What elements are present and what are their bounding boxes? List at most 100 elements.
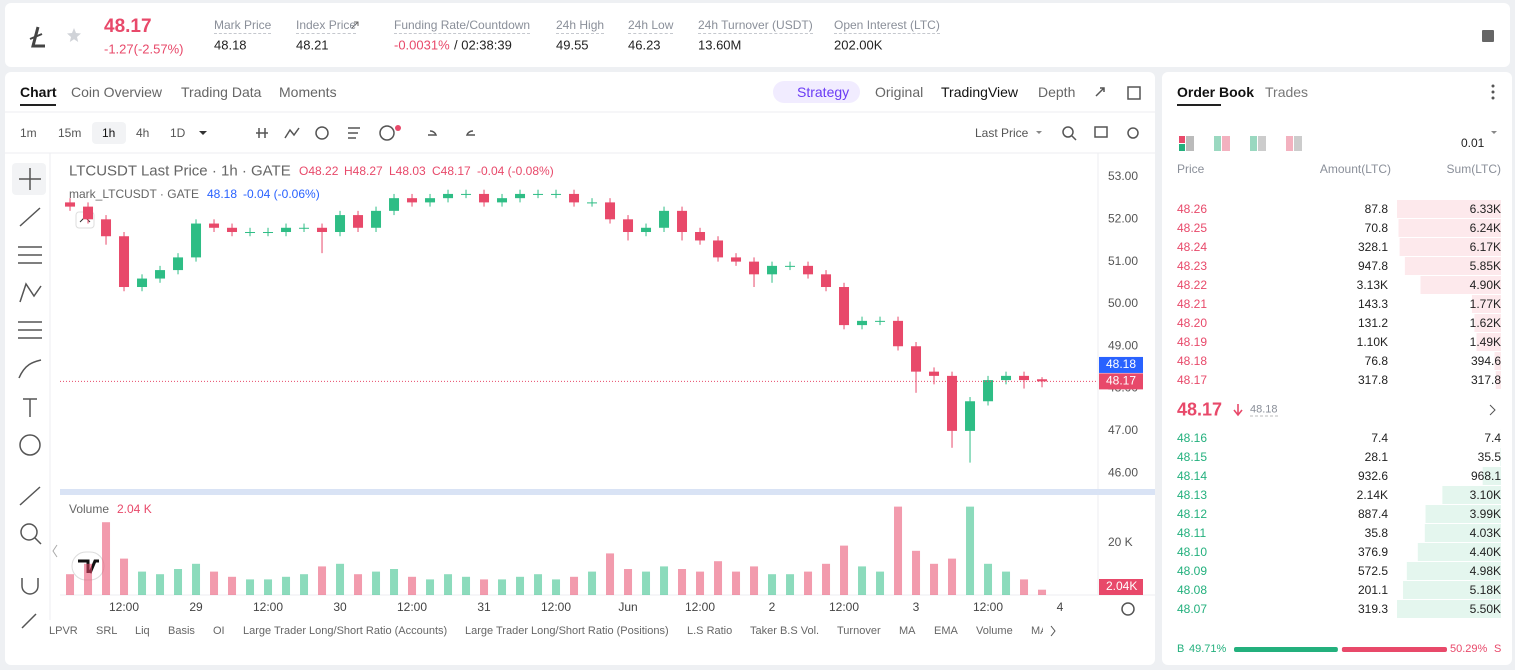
- candle-body: [569, 193, 580, 203]
- book-sum: 317.8: [1470, 373, 1501, 387]
- tab-underline: [20, 104, 56, 106]
- depth-bar: [1398, 219, 1501, 237]
- depth-bar: [1500, 448, 1501, 466]
- interval[interactable]: 1h: [102, 126, 116, 140]
- depth-bar: [1495, 371, 1501, 389]
- indicator-tab[interactable]: Taker B.S Vol.: [750, 625, 820, 637]
- logo: [29, 26, 45, 48]
- interval[interactable]: 4h: [136, 126, 150, 140]
- volume-bar: [228, 576, 237, 595]
- indicator-tab[interactable]: Large Trader Long/Short Ratio (Accounts): [243, 625, 448, 637]
- dropdown-arrow[interactable]: [1491, 131, 1497, 134]
- candle-body: [587, 202, 598, 204]
- precision[interactable]: 0.01: [1461, 136, 1485, 150]
- candle-body: [317, 227, 328, 233]
- dropdown-arrow[interactable]: [199, 131, 207, 135]
- book-tab[interactable]: Trades: [1265, 84, 1309, 100]
- interval[interactable]: 15m: [58, 126, 82, 140]
- sell-label: S: [1494, 643, 1502, 655]
- book-price: 48.17: [1177, 373, 1208, 387]
- volume-bar: [858, 566, 867, 595]
- view-tab[interactable]: TradingView: [941, 84, 1019, 100]
- volume-bar: [66, 574, 75, 595]
- volume-tick-label: 20 K: [1108, 535, 1133, 549]
- tab[interactable]: Coin Overview: [71, 84, 163, 100]
- volume-bar: [552, 579, 561, 595]
- collapse-toolbar[interactable]: [52, 544, 58, 558]
- candle-body: [101, 219, 112, 237]
- book-price: 48.12: [1177, 507, 1208, 521]
- volume-bar: [408, 576, 417, 595]
- chart-legend-title: LTCUSDT Last Price · 1h · GATE: [69, 162, 291, 180]
- volume-bar: [372, 571, 381, 595]
- toolbar-icons[interactable]: [256, 86, 1141, 616]
- book-sum: 4.40K: [1469, 545, 1501, 559]
- dropdown-arrow[interactable]: [1036, 131, 1042, 134]
- header-icon[interactable]: [1482, 30, 1494, 42]
- price-source[interactable]: Last Price: [975, 126, 1029, 140]
- volume-bar: [498, 579, 507, 595]
- volume-bar: [1020, 579, 1029, 595]
- indicator-tab[interactable]: MA: [899, 625, 916, 637]
- volume-bar: [768, 574, 777, 595]
- candle-body: [371, 210, 382, 228]
- indicator-tab[interactable]: MACD: [1031, 625, 1043, 637]
- indicator-tab[interactable]: OI: [213, 625, 225, 637]
- strategy-pill[interactable]: [773, 81, 860, 103]
- tab[interactable]: Moments: [279, 84, 337, 100]
- interval[interactable]: 1m: [20, 126, 37, 140]
- candle-body: [137, 278, 148, 288]
- book-tab[interactable]: Order Book: [1177, 84, 1255, 100]
- view-tab[interactable]: Original: [875, 84, 924, 100]
- candle-body: [695, 232, 706, 241]
- interval-active[interactable]: [92, 122, 126, 144]
- candle-body: [407, 198, 418, 203]
- volume-bar: [480, 579, 489, 595]
- volume-bar: [786, 574, 795, 595]
- book-price: 48.21: [1177, 297, 1208, 311]
- indicator-tab[interactable]: Liq: [135, 625, 150, 637]
- left-toolbar[interactable]: [18, 168, 42, 629]
- indicator-tab[interactable]: SRL: [96, 625, 118, 637]
- tab[interactable]: Chart: [20, 84, 57, 100]
- x-tick-label: 12:00: [685, 600, 715, 614]
- indicator-tab[interactable]: L.S Ratio: [687, 625, 733, 637]
- last-price-badge: [1099, 373, 1143, 390]
- book-sum: 4.03K: [1469, 526, 1501, 540]
- volume-bar: [462, 576, 471, 595]
- candle-body: [929, 371, 940, 376]
- book-amount: 376.9: [1357, 545, 1388, 559]
- stat-value: 46.23: [628, 37, 661, 53]
- mark-legend-title: mark_LTCUSDT · GATE: [69, 187, 200, 201]
- favorite-star[interactable]: [67, 28, 81, 42]
- indicator-tab[interactable]: Large Trader Long/Short Ratio (Positions…: [465, 625, 669, 637]
- view-tab[interactable]: Strategy: [797, 84, 850, 100]
- book-amount: 70.8: [1364, 221, 1388, 235]
- book-sum: 6.24K: [1469, 221, 1501, 235]
- indicator-tab[interactable]: Volume: [976, 625, 1013, 637]
- stat-label: Index Price: [296, 18, 357, 34]
- book-layout-icons[interactable]: [1179, 84, 1495, 152]
- book-last: 48.17: [1177, 399, 1223, 420]
- indicator-tab[interactable]: EMA: [934, 625, 958, 637]
- indicator-tab[interactable]: Basis: [168, 625, 195, 637]
- mid-arrow[interactable]: [1489, 404, 1496, 416]
- candle-body: [389, 198, 400, 211]
- depth-bar: [1494, 352, 1501, 370]
- volume-bar: [840, 545, 849, 595]
- indicator-tab[interactable]: LPVR: [49, 625, 78, 637]
- tab[interactable]: Trading Data: [181, 84, 262, 100]
- scroll-right[interactable]: [1050, 625, 1056, 637]
- candle-body: [605, 202, 616, 220]
- candle-body: [119, 236, 130, 288]
- interval[interactable]: 1D: [170, 126, 186, 140]
- stat-label: Funding Rate/Countdown: [394, 18, 531, 34]
- view-tab[interactable]: Depth: [1038, 84, 1076, 100]
- depth-bar: [1474, 314, 1501, 332]
- book-amount: 3.13K: [1356, 278, 1388, 292]
- link-icon[interactable]: [351, 21, 359, 29]
- candle-body: [263, 232, 274, 234]
- indicator-tab[interactable]: Turnover: [837, 625, 881, 637]
- volume-bar: [156, 574, 165, 595]
- book-price: 48.18: [1177, 354, 1208, 368]
